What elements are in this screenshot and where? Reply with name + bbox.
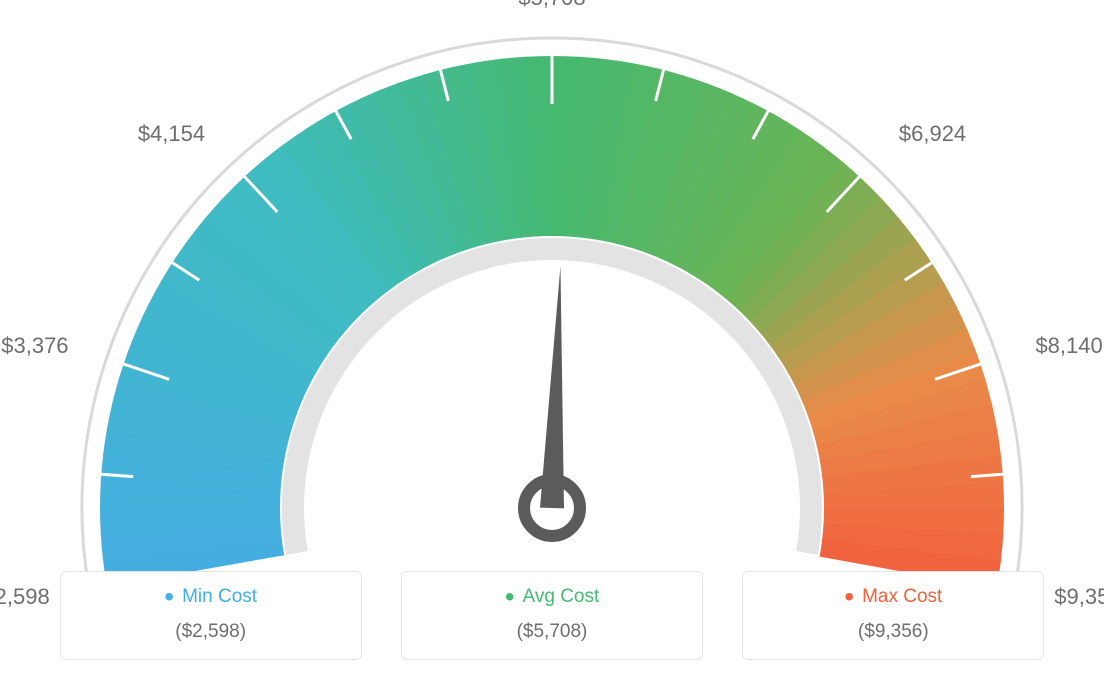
legend-row: Min Cost ($2,598) Avg Cost ($5,708) Max … [0, 571, 1104, 660]
legend-card-min: Min Cost ($2,598) [60, 571, 362, 660]
legend-value-min: ($2,598) [61, 621, 361, 643]
gauge-chart-container: $2,598$3,376$4,154$5,708$6,924$8,140$9,3… [0, 0, 1104, 690]
legend-card-avg: Avg Cost ($5,708) [401, 571, 703, 660]
legend-title-max: Max Cost [844, 586, 942, 608]
legend-title-avg: Avg Cost [505, 586, 600, 608]
tick-label: $6,924 [899, 121, 966, 147]
legend-title-min: Min Cost [164, 586, 257, 608]
legend-card-max: Max Cost ($9,356) [742, 571, 1044, 660]
tick-label: $5,708 [518, 0, 585, 11]
tick-label: $4,154 [138, 121, 205, 147]
tick-label: $8,140 [1035, 333, 1102, 359]
tick-label: $3,376 [1, 333, 68, 359]
legend-value-max: ($9,356) [743, 621, 1043, 643]
legend-value-avg: ($5,708) [402, 621, 702, 643]
